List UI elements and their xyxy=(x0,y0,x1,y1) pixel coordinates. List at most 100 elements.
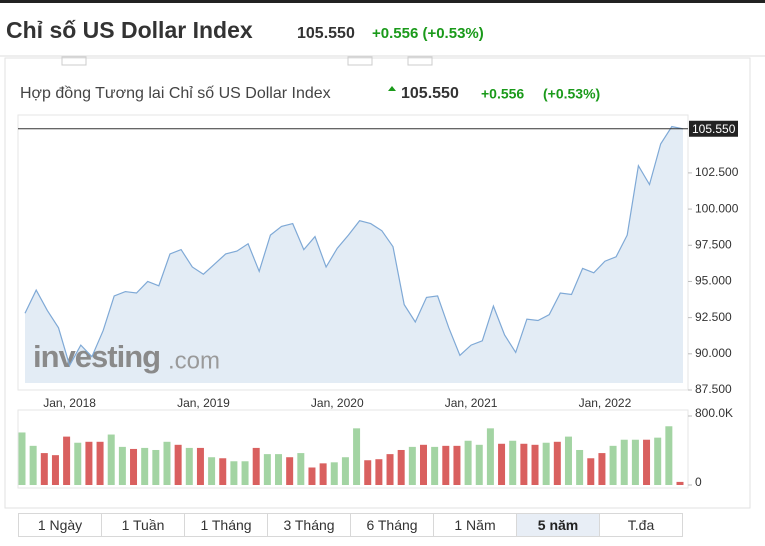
volume-bar xyxy=(408,446,416,485)
volume-bar xyxy=(598,453,606,485)
y-tick-label: 102.500 xyxy=(695,165,739,179)
range-tab[interactable]: T.đa xyxy=(600,514,682,536)
volume-bar xyxy=(330,462,338,485)
volume-bar xyxy=(29,445,37,485)
volume-bar xyxy=(63,436,71,485)
toolbar-icon xyxy=(61,56,87,66)
plot-frame xyxy=(17,114,689,391)
volume-bar xyxy=(297,453,305,485)
y-tick-label: 100.000 xyxy=(695,201,739,215)
volume-bar xyxy=(163,441,171,485)
price-line xyxy=(24,125,684,367)
volume-bar xyxy=(252,447,260,485)
last-price-label: 105.550 xyxy=(692,122,736,136)
volume-bar xyxy=(665,426,673,485)
x-tick-label: Jan, 2022 xyxy=(579,396,632,410)
volume-bar xyxy=(241,461,249,485)
volume-bar xyxy=(141,447,149,485)
volume-bar xyxy=(208,457,216,485)
volume-bar xyxy=(263,454,271,485)
volume-bar xyxy=(509,440,517,485)
volume-bar xyxy=(531,444,539,485)
volume-bar xyxy=(643,439,651,485)
volume-bar xyxy=(364,460,372,485)
volume-bar xyxy=(319,463,327,485)
watermark: investing .com xyxy=(33,339,220,374)
range-tab[interactable]: 1 Tuần xyxy=(102,514,185,536)
volume-bar xyxy=(453,445,461,485)
volume-bar xyxy=(51,455,59,485)
volume-bar xyxy=(341,457,349,485)
volume-bar xyxy=(275,454,283,485)
volume-bar xyxy=(631,439,639,485)
volume-frame xyxy=(17,409,689,489)
subheader-percent: (+0.53%) xyxy=(543,86,600,102)
volume-bar xyxy=(676,481,684,485)
volume-bar xyxy=(219,458,227,485)
header-price: 105.550 xyxy=(297,25,355,42)
volume-bar xyxy=(576,449,584,485)
volume-bar xyxy=(96,441,104,485)
volume-bar xyxy=(431,446,439,485)
range-tab[interactable]: 6 Tháng xyxy=(351,514,434,536)
area-fill xyxy=(25,126,683,383)
range-tab[interactable]: 1 Tháng xyxy=(185,514,268,536)
volume-bar xyxy=(609,445,617,485)
range-tab[interactable]: 3 Tháng xyxy=(268,514,351,536)
y-tick-label: 92.500 xyxy=(695,310,732,324)
range-tabs: 1 Ngày 1 Tuần 1 Tháng 3 Tháng 6 Tháng 1 Năm 5 … xyxy=(18,513,683,537)
volume-bar xyxy=(118,446,126,485)
y-tick-label: 87.500 xyxy=(695,382,732,396)
volume-bar xyxy=(419,444,427,485)
volume-bar xyxy=(553,441,561,485)
volume-bar xyxy=(442,445,450,485)
volume-bar xyxy=(564,436,572,485)
volume-bar xyxy=(230,461,238,485)
y-tick-label: 800.0K xyxy=(695,406,733,420)
volume-bar xyxy=(475,444,483,485)
x-tick-label: Jan, 2018 xyxy=(43,396,96,410)
last-price-tag xyxy=(689,120,738,137)
up-arrow xyxy=(388,86,396,91)
volume-bar xyxy=(486,428,494,485)
y-tick-label: 97.500 xyxy=(695,237,732,251)
volume-bar xyxy=(185,447,193,485)
top-bar xyxy=(0,0,765,3)
volume-bar xyxy=(85,441,93,485)
toolbar-icon xyxy=(347,56,373,66)
chart-frame xyxy=(4,57,751,509)
x-tick-label: Jan, 2020 xyxy=(311,396,364,410)
volume-bar xyxy=(542,442,550,485)
y-tick-label: 0 xyxy=(695,475,702,489)
subheader-price: 105.550 xyxy=(401,85,459,102)
volume-bar xyxy=(498,443,506,485)
volume-bar xyxy=(130,448,138,485)
volume-bar xyxy=(353,428,361,485)
volume-bar xyxy=(196,447,204,485)
subheader-change: +0.556 xyxy=(481,86,524,102)
volume-bar xyxy=(107,434,115,485)
watermark-suffix: .com xyxy=(168,347,220,374)
volume-bar xyxy=(620,439,628,485)
volume-bar xyxy=(587,458,595,485)
volume-bar xyxy=(654,437,662,485)
volume-bar xyxy=(397,449,405,485)
volume-bar xyxy=(464,440,472,485)
volume-bar xyxy=(40,453,48,485)
volume-bar xyxy=(520,443,528,485)
x-tick-label: Jan, 2021 xyxy=(445,396,498,410)
y-tick-label: 90.000 xyxy=(695,346,732,360)
volume-bar xyxy=(152,449,160,485)
toolbar-icon xyxy=(407,56,433,66)
range-tab[interactable]: 5 năm xyxy=(517,514,600,536)
range-tab[interactable]: 1 Năm xyxy=(434,514,517,536)
range-tab[interactable]: 1 Ngày xyxy=(19,514,102,536)
y-tick-label: 95.000 xyxy=(695,274,732,288)
volume-bar xyxy=(74,442,82,485)
volume-bar xyxy=(375,459,383,485)
x-tick-label: Jan, 2019 xyxy=(177,396,230,410)
volume-bar xyxy=(386,454,394,485)
volume-bar xyxy=(308,467,316,485)
